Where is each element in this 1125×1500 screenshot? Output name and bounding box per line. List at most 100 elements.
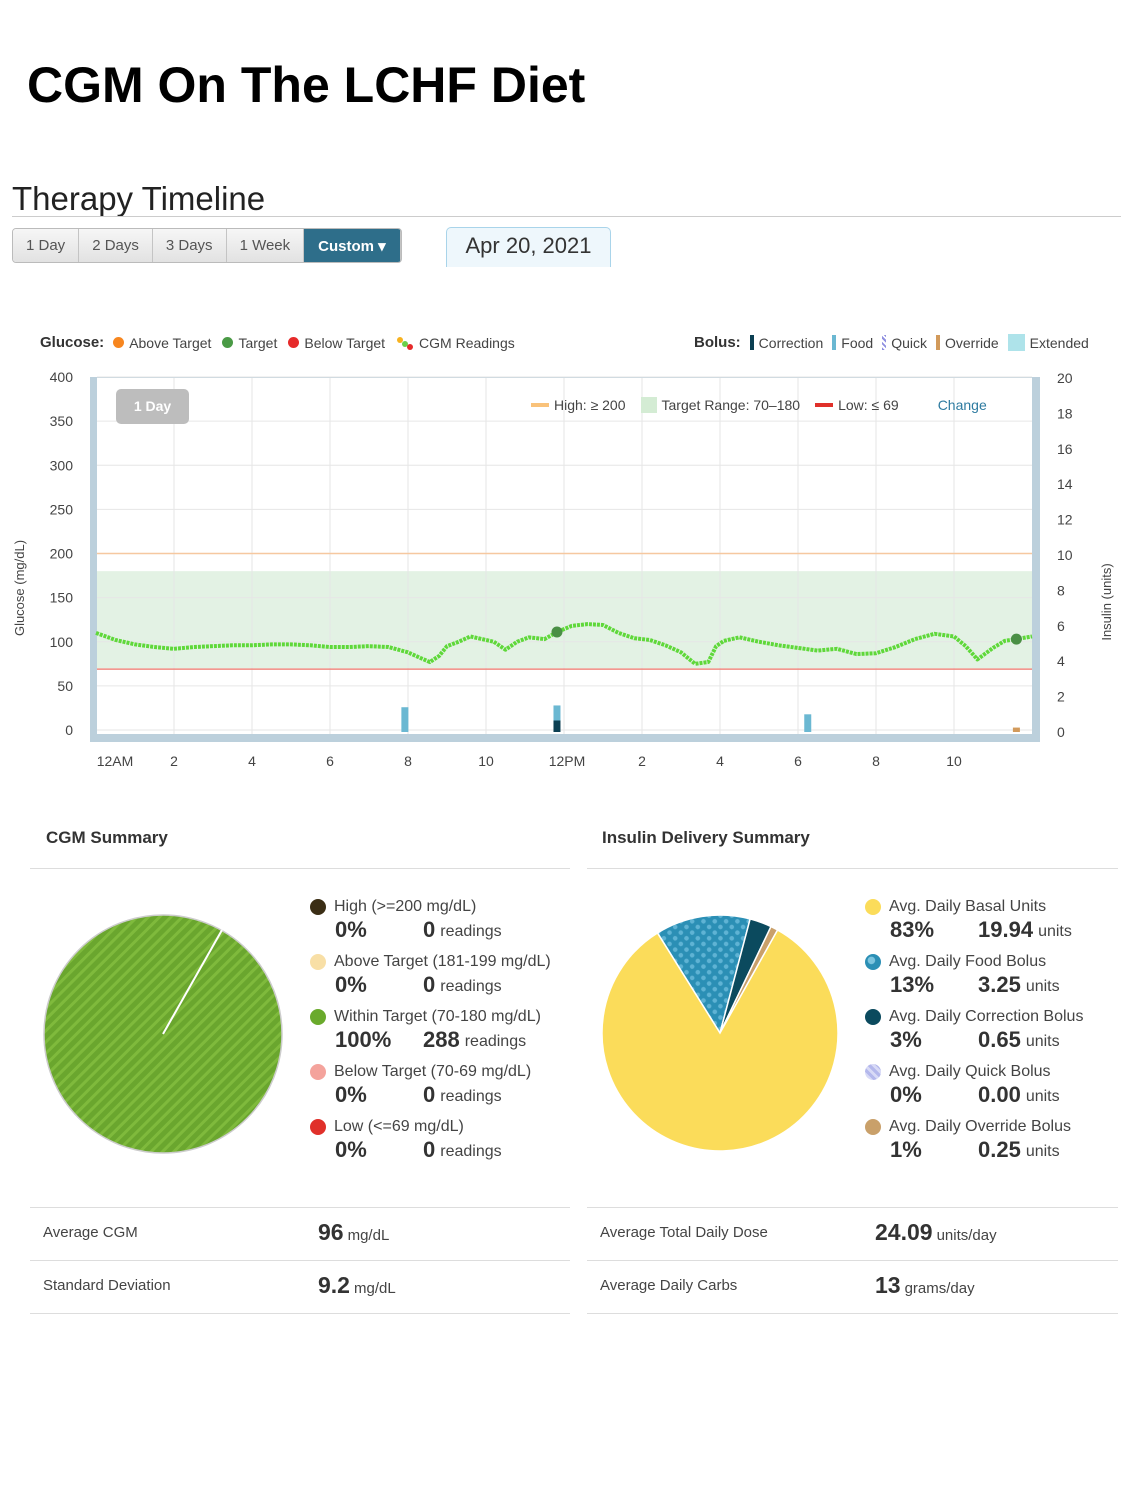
target-range-box-icon (640, 397, 657, 413)
legend-percent: 100% (335, 1027, 392, 1052)
bolus-legend: Bolus: Correction Food Quick Override Ex… (694, 334, 1089, 351)
legend-label: Avg. Daily Override Bolus (889, 1118, 1071, 1135)
override-bolus-bar (1012, 727, 1020, 732)
cgm-summary-title: CGM Summary (46, 828, 168, 847)
legend-color-icon (865, 1064, 881, 1080)
section-title: Therapy Timeline (12, 180, 266, 217)
x-tick-label: 10 (946, 753, 962, 769)
stat-value: 96 mg/dL (318, 1219, 389, 1246)
y2-tick-label: 2 (1057, 689, 1065, 705)
legend-unit: readings (440, 923, 502, 940)
y2-tick-label: 6 (1057, 618, 1065, 634)
stat-label: Average Total Daily Dose (600, 1224, 768, 1241)
legend-item: High (>=200 mg/dL) 0% 0 readings (310, 898, 502, 943)
legend-item: Below Target (70-69 mg/dL) 0% 0 readings (310, 1063, 531, 1108)
range-1-week-button[interactable]: 1 Week (226, 229, 305, 262)
low-label: Low: ≤ 69 (838, 397, 899, 413)
legend-color-icon (310, 954, 326, 970)
range-3-days-button[interactable]: 3 Days (152, 229, 227, 262)
glucose-legend: Glucose: Above Target Target Below Targe… (40, 334, 515, 351)
legend-value: 0.00 (978, 1082, 1021, 1107)
x-tick-label: 2 (170, 753, 178, 769)
high-label: High: ≥ 200 (554, 397, 626, 413)
range-custom-dropdown[interactable]: Custom ▾ (304, 229, 401, 262)
legend-label: Above Target (181-199 mg/dL) (334, 953, 551, 970)
range-2-days-button[interactable]: 2 Days (79, 229, 153, 262)
below-target-dot-icon (288, 337, 300, 348)
correction-bolus-bar (553, 720, 561, 732)
y-tick-label: 400 (50, 369, 74, 385)
legend-label: Avg. Daily Quick Bolus (889, 1063, 1051, 1080)
x-tick-label: 12AM (97, 753, 134, 769)
quick-bar-icon (882, 335, 887, 350)
legend-item: Within Target (70-180 mg/dL) 100% 288 read… (310, 1008, 541, 1053)
legend-item: Avg. Daily Basal Units 83% 19.94 units (865, 898, 1072, 943)
legend-value: 0.25 (978, 1137, 1021, 1162)
y2-tick-label: 18 (1057, 405, 1073, 421)
food-bolus-bar (804, 714, 812, 732)
range-1-day-button[interactable]: 1 Day (13, 229, 80, 262)
stat-number: 9.2 (318, 1272, 350, 1298)
legend-item: Avg. Daily Override Bolus 1% 0.25 units (865, 1118, 1071, 1163)
legend-label: Avg. Daily Food Bolus (889, 953, 1047, 970)
y2-tick-label: 8 (1057, 582, 1065, 598)
pie-slice-edge (162, 929, 223, 1035)
y2-tick-label: 4 (1057, 653, 1065, 669)
legend-label: Within Target (70-180 mg/dL) (334, 1008, 541, 1025)
y-tick-label: 0 (65, 722, 73, 738)
legend-unit: units (1025, 1088, 1060, 1105)
pie-slice-food (656, 914, 752, 1035)
y2-axis-label: Insulin (units) (1099, 563, 1114, 640)
glucose-marker (1010, 633, 1022, 645)
stat-value: 13 grams/day (875, 1272, 975, 1299)
legend-override: Override (944, 334, 999, 351)
divider (587, 1260, 1118, 1261)
stat-value: 24.09 units/day (875, 1219, 997, 1246)
legend-food: Food (841, 334, 874, 351)
legend-value: 0 (423, 1137, 436, 1162)
y-tick-label: 300 (50, 457, 74, 473)
y2-tick-label: 20 (1057, 370, 1073, 386)
legend-percent: 1% (890, 1137, 922, 1162)
divider (30, 868, 570, 869)
y-tick-label: 200 (50, 546, 74, 562)
legend-label: Low (<=69 mg/dL) (334, 1118, 464, 1135)
divider (587, 1207, 1118, 1208)
x-tick-label: 4 (716, 753, 724, 769)
legend-value: 0.65 (978, 1027, 1021, 1052)
glucose-marker (551, 626, 563, 638)
y-tick-label: 350 (50, 413, 74, 429)
pie-slice-basal (601, 928, 839, 1152)
legend-unit: units (1038, 923, 1072, 940)
day-badge: 1 Day (116, 389, 189, 424)
date-tab[interactable]: Apr 20, 2021 (446, 227, 611, 267)
y-axis-label: Glucose (mg/dL) (12, 540, 27, 636)
legend-percent: 0% (890, 1082, 922, 1107)
stat-number: 13 (875, 1272, 901, 1298)
legend-correction: Correction (758, 334, 824, 351)
cgm-readings-icon (397, 336, 414, 350)
legend-unit: readings (440, 1088, 502, 1105)
change-link[interactable]: Change (937, 397, 987, 413)
x-tick-label: 12PM (549, 753, 586, 769)
stat-value: 9.2 mg/dL (318, 1272, 396, 1299)
y2-tick-label: 10 (1057, 547, 1073, 563)
divider (12, 216, 1121, 217)
x-tick-label: 2 (638, 753, 646, 769)
legend-item: Above Target (181-199 mg/dL) 0% 0 readings (310, 953, 551, 998)
y2-tick-label: 16 (1057, 441, 1073, 457)
cgm-pie-chart (43, 914, 283, 1154)
correction-bar-icon (749, 335, 754, 350)
legend-percent: 83% (890, 917, 935, 942)
cgm-readings-line (95, 622, 1033, 666)
divider (30, 1207, 570, 1208)
legend-quick: Quick (891, 334, 927, 351)
stat-label: Standard Deviation (43, 1277, 171, 1294)
legend-item: Low (<=69 mg/dL) 0% 0 readings (310, 1118, 502, 1163)
low-line-icon (815, 403, 834, 407)
divider (30, 1260, 570, 1261)
stat-unit: units/day (936, 1227, 997, 1244)
legend-below-target: Below Target (304, 334, 386, 351)
legend-value: 3.25 (978, 972, 1021, 997)
therapy-timeline-chart: 4003503002502001501005002018161412108642… (12, 369, 1114, 769)
